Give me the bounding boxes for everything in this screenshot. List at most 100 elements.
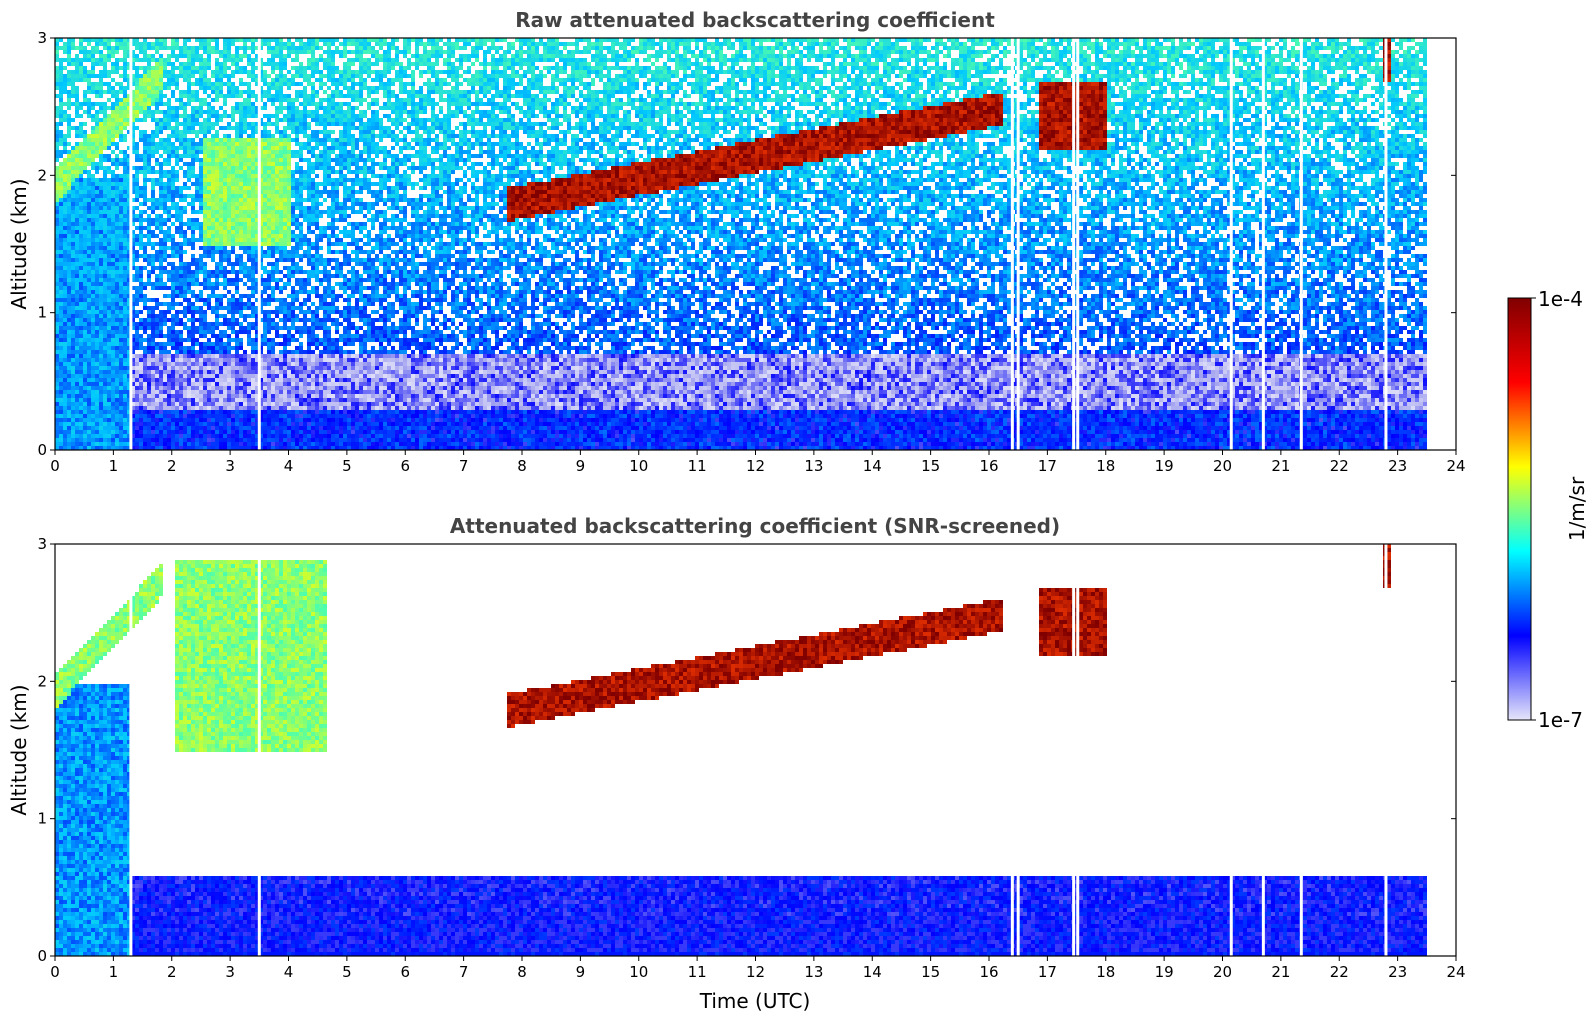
heatmap-cell	[99, 302, 103, 306]
heatmap-cell	[71, 234, 75, 238]
heatmap-cell	[159, 82, 163, 86]
heatmap-cell	[63, 158, 67, 162]
heatmap-cell	[175, 294, 179, 298]
heatmap-cell	[211, 398, 215, 402]
heatmap-cell	[167, 262, 171, 266]
heatmap-cell	[151, 382, 155, 386]
heatmap-cell	[67, 286, 71, 290]
heatmap-cell	[83, 326, 87, 330]
heatmap-cell	[115, 250, 119, 254]
heatmap-cell	[239, 358, 243, 362]
heatmap-cell	[207, 294, 211, 298]
heatmap-cell	[171, 186, 175, 190]
heatmap-cell	[199, 382, 203, 386]
heatmap-cell	[203, 162, 207, 166]
heatmap-cell	[111, 390, 115, 394]
heatmap-cell	[115, 414, 119, 418]
heatmap-cell	[163, 442, 167, 446]
heatmap-cell	[239, 194, 243, 198]
heatmap-cell	[187, 114, 191, 118]
heatmap-cell	[143, 234, 147, 238]
heatmap-cell	[223, 238, 227, 242]
heatmap-cell	[111, 274, 115, 278]
heatmap-cell	[71, 70, 75, 74]
heatmap-cell	[59, 138, 63, 142]
heatmap-cell	[79, 314, 83, 318]
heatmap-cell	[143, 294, 147, 298]
heatmap-cell	[247, 190, 251, 194]
heatmap-cell	[139, 58, 143, 62]
heatmap-cell	[111, 142, 115, 146]
heatmap-cell	[103, 426, 107, 430]
heatmap-cell	[227, 162, 231, 166]
heatmap-cell	[59, 110, 63, 114]
heatmap-cell	[71, 334, 75, 338]
heatmap-cell	[71, 426, 75, 430]
heatmap-cell	[223, 314, 227, 318]
heatmap-cell	[87, 134, 91, 138]
heatmap-cell	[191, 402, 195, 406]
heatmap-cell	[71, 258, 75, 262]
heatmap-cell	[187, 118, 191, 122]
heatmap-cell	[235, 70, 239, 74]
heatmap-cell	[251, 194, 255, 198]
heatmap-cell	[83, 134, 87, 138]
heatmap-cell	[115, 334, 119, 338]
heatmap-cell	[263, 74, 267, 78]
heatmap-cell	[235, 282, 239, 286]
heatmap-cell	[235, 394, 239, 398]
heatmap-cell	[231, 110, 235, 114]
heatmap-cell	[139, 322, 143, 326]
heatmap-cell	[147, 82, 151, 86]
heatmap-cell	[187, 50, 191, 54]
heatmap-cell	[83, 322, 87, 326]
heatmap-cell	[203, 246, 207, 250]
heatmap-cell	[83, 302, 87, 306]
heatmap-cell	[111, 426, 115, 430]
heatmap-cell	[163, 230, 167, 234]
heatmap-cell	[111, 94, 115, 98]
heatmap-cell	[63, 258, 67, 262]
heatmap-cell	[179, 318, 183, 322]
heatmap-cell	[179, 106, 183, 110]
heatmap-cell	[91, 270, 95, 274]
heatmap-cell	[135, 278, 139, 282]
heatmap-cell	[191, 418, 195, 422]
heatmap-cell	[107, 246, 111, 250]
heatmap-cell	[159, 122, 163, 126]
heatmap-cell	[179, 322, 183, 326]
heatmap-cell	[123, 110, 127, 114]
heatmap-cell	[107, 138, 111, 142]
heatmap-cell	[175, 378, 179, 382]
heatmap-cell	[215, 342, 219, 346]
heatmap-cell	[71, 278, 75, 282]
heatmap-cell	[155, 378, 159, 382]
heatmap-cell	[183, 406, 187, 410]
heatmap-cell	[211, 186, 215, 190]
heatmap-cell	[199, 346, 203, 350]
heatmap-cell	[239, 190, 243, 194]
heatmap-cell	[167, 318, 171, 322]
heatmap-cell	[123, 294, 127, 298]
heatmap-cell	[195, 418, 199, 422]
heatmap-cell	[67, 42, 71, 46]
heatmap-cell	[143, 366, 147, 370]
heatmap-cell	[95, 414, 99, 418]
heatmap-cell	[151, 418, 155, 422]
heatmap-cell	[95, 134, 99, 138]
heatmap-cell	[135, 270, 139, 274]
heatmap-cell	[191, 162, 195, 166]
heatmap-cell	[167, 394, 171, 398]
heatmap-cell	[211, 322, 215, 326]
heatmap-cell	[151, 386, 155, 390]
heatmap-cell	[239, 114, 243, 118]
heatmap-cell	[111, 330, 115, 334]
heatmap-cell	[195, 90, 199, 94]
heatmap-cell	[183, 354, 187, 358]
heatmap-cell	[111, 302, 115, 306]
heatmap-cell	[123, 98, 127, 102]
heatmap-cell	[99, 258, 103, 262]
heatmap-cell	[251, 410, 255, 414]
heatmap-cell	[251, 430, 255, 434]
heatmap-cell	[159, 102, 163, 106]
